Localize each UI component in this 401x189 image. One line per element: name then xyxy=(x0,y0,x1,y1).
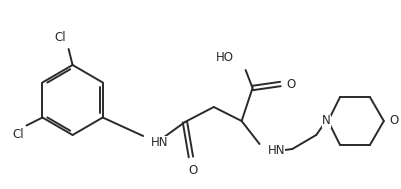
Text: HN: HN xyxy=(267,145,285,157)
Text: Cl: Cl xyxy=(13,129,24,142)
Text: O: O xyxy=(390,115,399,128)
Text: Cl: Cl xyxy=(55,31,67,44)
Text: HO: HO xyxy=(216,51,234,64)
Text: HN: HN xyxy=(151,136,169,149)
Text: O: O xyxy=(286,77,296,91)
Text: O: O xyxy=(188,164,198,177)
Text: N: N xyxy=(322,115,330,128)
